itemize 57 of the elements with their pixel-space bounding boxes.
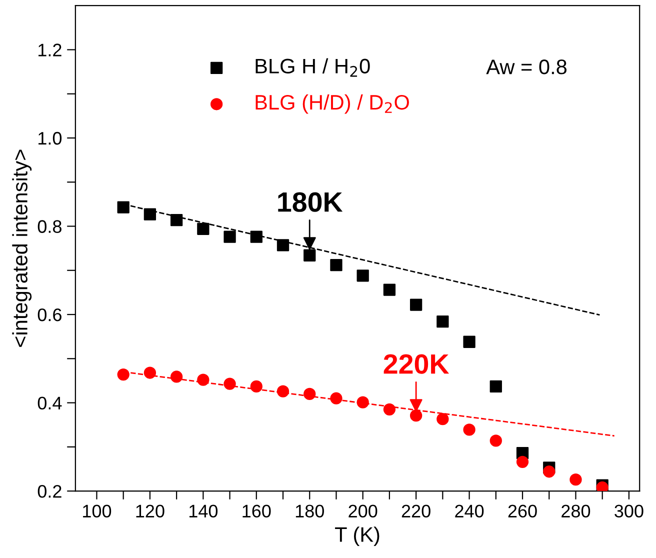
point (570, 473, 582, 486)
point (250, 380, 262, 393)
x-tick-label: 280 (562, 504, 590, 518)
point (436, 315, 449, 328)
point (463, 424, 476, 436)
point (170, 370, 183, 383)
x-tick-label: 240 (455, 504, 484, 518)
point (144, 208, 156, 220)
point (330, 259, 342, 272)
point (356, 270, 369, 282)
y-axis-title: <integrated intensity> (12, 150, 32, 347)
point (436, 413, 449, 426)
point (383, 284, 396, 296)
point (330, 392, 342, 404)
y-tick-label: 0.4 (38, 396, 62, 410)
point (276, 239, 290, 252)
point (224, 230, 236, 243)
point (490, 380, 502, 393)
y-tick-label: 0.8 (38, 220, 62, 233)
annotation: 220K (384, 354, 450, 374)
x-tick-label: 260 (508, 504, 537, 518)
y-tick-label: 0.6 (38, 308, 62, 322)
x-tick-label: 200 (348, 504, 378, 518)
point (383, 403, 396, 416)
point (543, 466, 556, 478)
point (304, 388, 316, 400)
point (463, 336, 476, 348)
y-tick-label: 1.0 (38, 132, 62, 145)
legend-label: BLG (H/D) / D$_{2}$O (256, 94, 409, 114)
x-tick-label: 100 (83, 504, 112, 518)
point (250, 230, 262, 243)
point (304, 249, 316, 262)
annotation: Aw = 0.8 (486, 60, 566, 74)
x-tick-label: 120 (136, 504, 164, 518)
point (516, 456, 529, 468)
x-tick-label: 180 (296, 504, 324, 518)
x-tick-label: 220 (402, 504, 430, 518)
point (197, 374, 210, 386)
point (224, 378, 236, 390)
point (197, 222, 210, 235)
point (170, 214, 183, 226)
point (117, 368, 130, 381)
x-tick-label: 160 (242, 504, 271, 518)
point (276, 385, 290, 398)
point (410, 410, 422, 422)
legend-label: BLG H / H$_{2}$0 (256, 58, 370, 77)
point (410, 298, 422, 311)
point (356, 396, 369, 408)
y-tick-label: 1.2 (38, 44, 62, 56)
y-tick-label: 0.2 (38, 484, 62, 498)
point (144, 366, 156, 379)
x-tick-label: 300 (614, 504, 644, 518)
annotation: 180K (278, 192, 343, 212)
point (117, 201, 130, 214)
point (490, 434, 502, 447)
x-tick-label: 140 (189, 504, 218, 518)
x-axis-title: T (K) (335, 526, 380, 546)
